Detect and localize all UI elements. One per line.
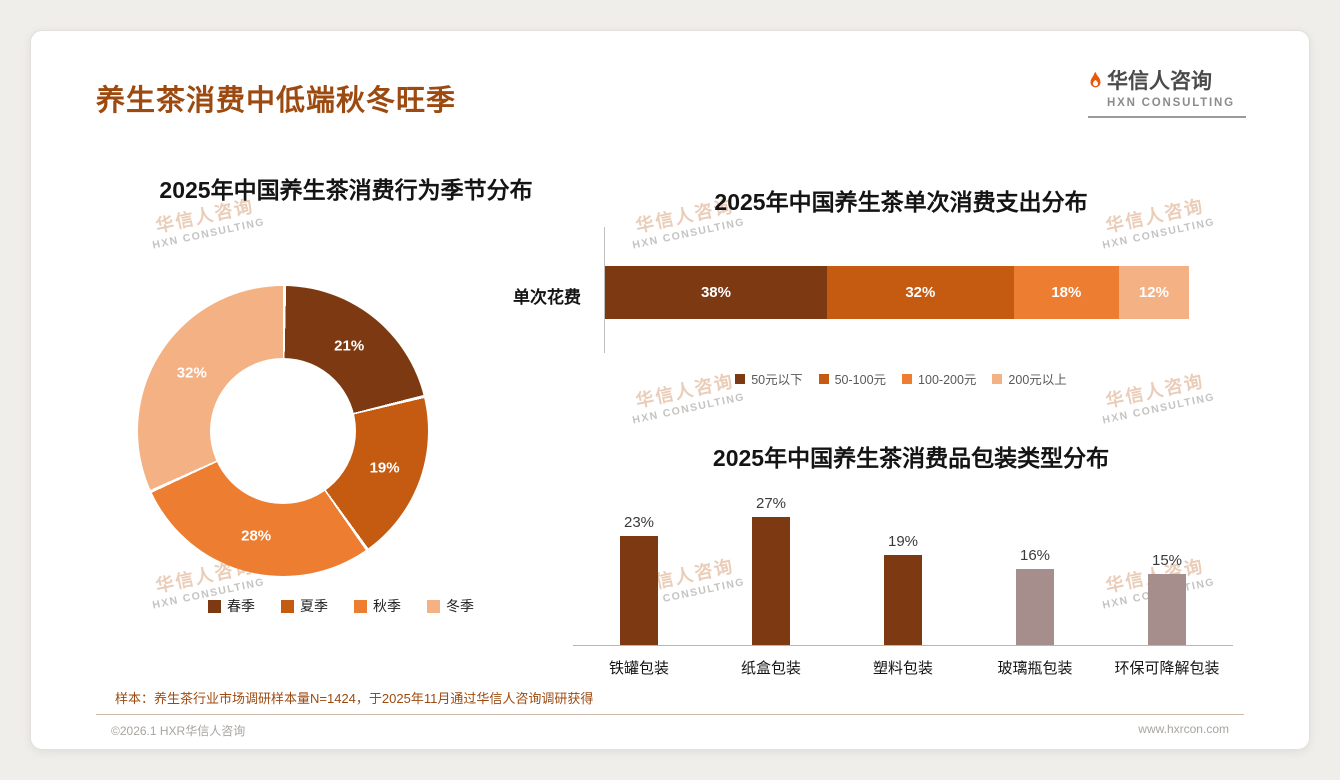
stacked-chart-axis — [604, 227, 605, 353]
bar-chart: 23% 铁罐包装 27% 纸盒包装 19% 塑料包装 16% 玻璃瓶包装 15% 环保可降解包装 — [573, 459, 1233, 677]
website-url: www.hxrcon.com — [1138, 722, 1229, 736]
legend-swatch — [208, 599, 221, 613]
slide-card: 华信人咨询 HXN CONSULTING 华信人咨询 HXN CONSULTING 华信… — [30, 30, 1310, 750]
stacked-legend: 50元以下 50-100元 100-200元 200元以上 — [591, 369, 1211, 388]
legend-swatch — [354, 599, 367, 613]
stacked-bar: 38% 32% 18% 12% — [605, 266, 1189, 319]
bar-value-label: 23% — [623, 513, 655, 531]
stacked-segment-value: 18% — [1051, 284, 1082, 301]
legend-swatch — [427, 599, 440, 613]
stacked-category-label: 单次花费 — [513, 288, 581, 307]
stacked-segment: 32% — [826, 266, 1014, 319]
donut-slice-value: 28% — [241, 527, 272, 545]
bar-category-label: 玻璃瓶包装 — [997, 660, 1073, 677]
legend-item: 秋季 — [354, 596, 401, 616]
brand-logo: 华信人咨询 HXN CONSULTING — [1088, 65, 1246, 118]
page-title: 养生茶消费中低端秋冬旺季 — [96, 85, 457, 117]
footer-divider — [96, 714, 1244, 715]
legend-swatch — [818, 373, 829, 384]
legend-label: 50-100元 — [834, 373, 887, 387]
legend-swatch — [281, 599, 294, 613]
slide-content: 养生茶消费中低端秋冬旺季 华信人咨询 HXN CONSULTING 2025年中… — [31, 31, 1309, 749]
bar-category-label: 纸盒包装 — [740, 660, 801, 677]
bar-category-label: 铁罐包装 — [608, 660, 669, 677]
legend-item: 夏季 — [281, 596, 328, 616]
donut-chart: 21% 19% 28% 32% — [138, 286, 428, 576]
legend-label: 秋季 — [373, 598, 401, 614]
brand-logo-cn: 华信人咨询 — [1088, 65, 1246, 95]
bar — [620, 535, 658, 645]
stacked-segment-value: 12% — [1138, 284, 1169, 301]
bar-slot: 19% 塑料包装 — [837, 459, 969, 677]
bar-slot: 27% 纸盒包装 — [705, 459, 837, 677]
legend-label: 50元以下 — [751, 373, 803, 387]
footer: ©2026.1 HXR华信人咨询 www.hxrcon.com — [111, 722, 1229, 739]
bar — [1148, 573, 1186, 645]
legend-label: 200元以上 — [1008, 373, 1067, 387]
legend-item: 50元以下 — [735, 369, 803, 388]
stacked-segment-value: 38% — [700, 284, 731, 301]
legend-label: 冬季 — [446, 598, 474, 614]
legend-label: 100-200元 — [918, 373, 977, 387]
stacked-segment: 38% — [605, 266, 827, 319]
bar — [752, 516, 790, 645]
bar-slot: 23% 铁罐包装 — [573, 459, 705, 677]
legend-swatch — [902, 373, 913, 384]
legend-item: 200元以上 — [992, 369, 1067, 388]
copyright-text: ©2026.1 HXR华信人咨询 — [111, 724, 246, 738]
donut-chart-title: 2025年中国养生茶消费行为季节分布 — [159, 177, 533, 203]
flame-icon — [1088, 71, 1103, 90]
bar — [1016, 569, 1054, 645]
bar-category-label: 塑料包装 — [872, 660, 933, 677]
legend-label: 春季 — [227, 598, 255, 614]
bar-value-label: 27% — [755, 494, 787, 512]
legend-item: 100-200元 — [902, 369, 976, 388]
bar-chart-title: 2025年中国养生茶消费品包装类型分布 — [712, 445, 1110, 471]
brand-name-cn: 华信人咨询 — [1107, 70, 1212, 93]
donut-legend: 春季 夏季 秋季 冬季 — [71, 596, 611, 616]
stacked-segment-value: 32% — [905, 284, 936, 301]
bar-value-label: 19% — [887, 532, 919, 550]
bar — [884, 554, 922, 645]
bar-category-label: 环保可降解包装 — [1114, 660, 1220, 677]
donut-slice-value: 21% — [334, 337, 365, 355]
legend-swatch — [735, 373, 746, 384]
bar-slot: 15% 环保可降解包装 — [1101, 459, 1233, 677]
sample-note: 样本：养生茶行业市场调研样本量N=1424，于2025年11月通过华信人咨询调研… — [115, 691, 594, 706]
brand-name-en: HXN CONSULTING — [1107, 97, 1235, 109]
donut-slice-value: 19% — [369, 459, 400, 477]
donut-hole — [210, 358, 356, 504]
stacked-segment: 12% — [1118, 266, 1189, 319]
legend-item: 春季 — [208, 596, 255, 616]
bar-slot: 16% 玻璃瓶包装 — [969, 459, 1101, 677]
donut-slice-value: 32% — [176, 364, 207, 382]
legend-label: 夏季 — [300, 598, 328, 614]
legend-item: 冬季 — [427, 596, 474, 616]
stacked-segment: 18% — [1013, 266, 1119, 319]
legend-item: 50-100元 — [818, 369, 887, 388]
stacked-chart-title: 2025年中国养生茶单次消费支出分布 — [714, 189, 1088, 215]
legend-swatch — [992, 373, 1003, 384]
bar-value-label: 15% — [1151, 551, 1183, 569]
bar-value-label: 16% — [1019, 547, 1051, 564]
